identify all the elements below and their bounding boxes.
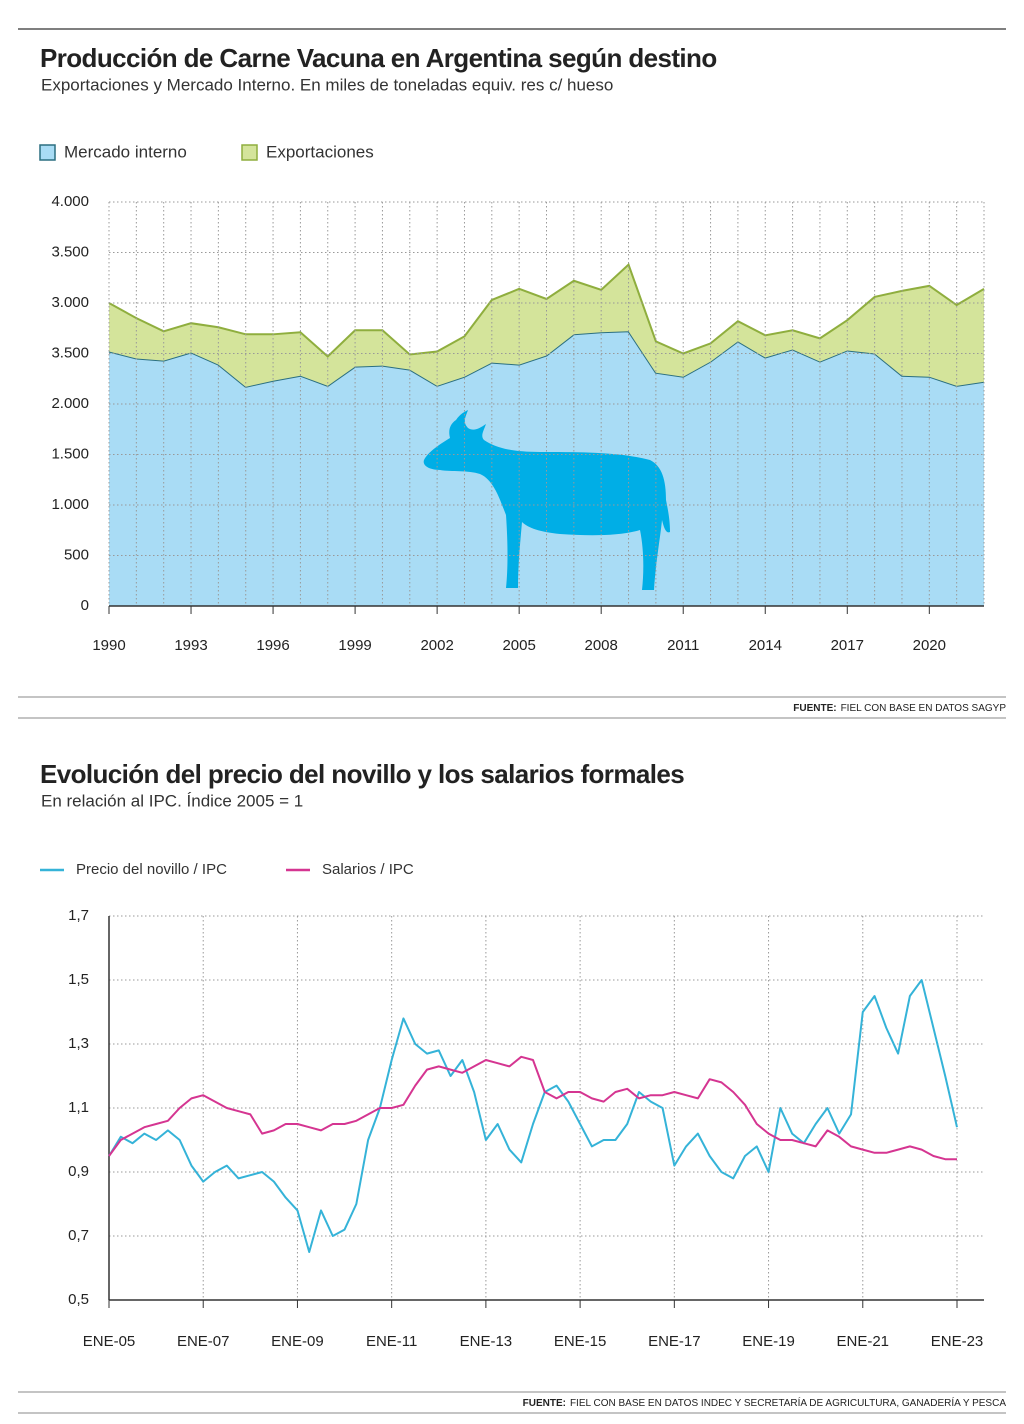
legend-label: Precio del novillo / IPC xyxy=(76,861,227,878)
legend-label: Salarios / IPC xyxy=(322,861,414,878)
x-tick-label: ENE-07 xyxy=(177,1333,230,1350)
x-tick-label: ENE-21 xyxy=(837,1333,890,1350)
chart-subtitle: Exportaciones y Mercado Interno. En mile… xyxy=(41,75,613,94)
x-tick-label: ENE-19 xyxy=(742,1333,795,1350)
source-label: FUENTE: xyxy=(523,1398,566,1409)
y-tick-label: 3.500 xyxy=(51,243,89,260)
y-tick-label: 1.000 xyxy=(51,496,89,513)
y-tick-label: 1,1 xyxy=(68,1099,89,1116)
y-tick-label: 4.000 xyxy=(51,193,89,210)
y-tick-label: 3.000 xyxy=(51,294,89,311)
x-tick-label: ENE-17 xyxy=(648,1333,701,1350)
x-tick-label: ENE-09 xyxy=(271,1333,324,1350)
y-tick-label: 1,3 xyxy=(68,1035,89,1052)
x-tick-label: 1993 xyxy=(174,637,207,654)
chart-subtitle: En relación al IPC. Índice 2005 = 1 xyxy=(41,791,303,810)
y-tick-label: 0,7 xyxy=(68,1227,89,1244)
y-tick-label: 1,5 xyxy=(68,971,89,988)
x-tick-label: ENE-13 xyxy=(460,1333,513,1350)
x-tick-label: 2014 xyxy=(749,637,782,654)
y-tick-label: 3.500 xyxy=(51,344,89,361)
chart-title: Evolución del precio del novillo y los s… xyxy=(40,759,684,789)
y-tick-label: 1.500 xyxy=(51,445,89,462)
line xyxy=(108,1055,957,1161)
x-tick-label: 2017 xyxy=(831,637,864,654)
legend-swatch xyxy=(39,144,56,161)
x-tick-label: ENE-23 xyxy=(931,1333,984,1350)
source-label: FUENTE: xyxy=(793,703,836,714)
source: FUENTE: FIEL CON BASE EN DATOS SAGYP xyxy=(793,703,1006,714)
x-tick-label: 2020 xyxy=(913,637,946,654)
y-tick-label: 500 xyxy=(64,546,89,563)
legend-label: Exportaciones xyxy=(266,142,374,161)
x-tick-label: ENE-05 xyxy=(83,1333,136,1350)
x-tick-label: 1990 xyxy=(92,637,125,654)
source-text: FIEL CON BASE EN DATOS INDEC Y SECRETARÍ… xyxy=(570,1396,1006,1409)
y-tick-label: 0 xyxy=(81,597,89,614)
y-tick-label: 0,9 xyxy=(68,1163,89,1180)
source: FUENTE: FIEL CON BASE EN DATOS INDEC Y SE… xyxy=(523,1396,1007,1409)
line xyxy=(108,979,958,1253)
y-tick-label: 0,5 xyxy=(68,1291,89,1308)
x-tick-label: ENE-11 xyxy=(366,1333,417,1350)
x-tick-label: 2005 xyxy=(502,637,535,654)
x-tick-label: 2011 xyxy=(667,637,699,654)
y-tick-label: 1,7 xyxy=(68,907,89,924)
legend-label: Mercado interno xyxy=(64,142,187,161)
chart-title: Producción de Carne Vacuna en Argentina … xyxy=(40,43,717,73)
source-text: FIEL CON BASE EN DATOS SAGYP xyxy=(841,703,1007,714)
area xyxy=(109,264,984,387)
x-tick-label: 1996 xyxy=(256,637,289,654)
y-tick-label: 2.000 xyxy=(51,395,89,412)
x-tick-label: 2008 xyxy=(585,637,618,654)
legend-swatch xyxy=(241,144,258,161)
x-tick-label: 1999 xyxy=(338,637,371,654)
x-tick-label: ENE-15 xyxy=(554,1333,607,1350)
x-tick-label: 2002 xyxy=(420,637,453,654)
